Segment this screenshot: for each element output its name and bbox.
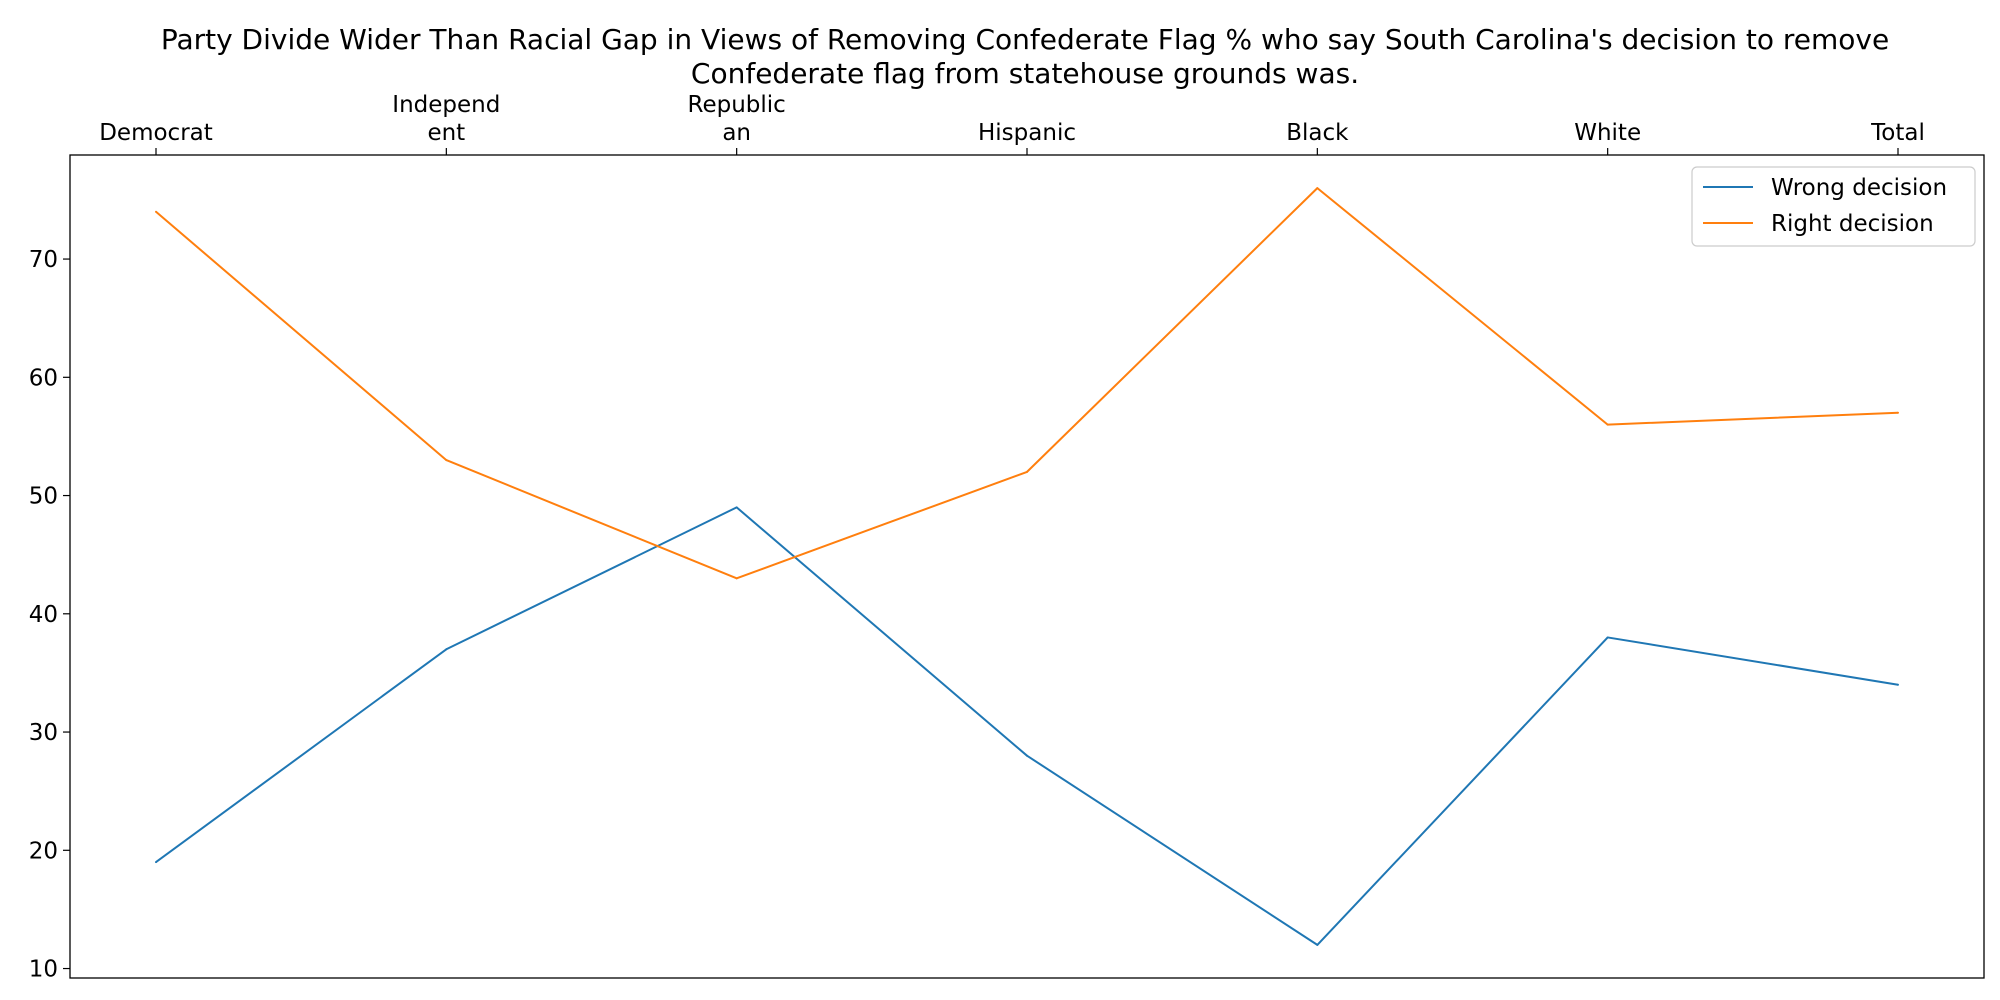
legend: Wrong decision Right decision: [1691, 166, 1976, 247]
x-tick-label: Independ: [392, 92, 500, 118]
series-layer: [155, 187, 1899, 946]
data-point: [155, 210, 157, 213]
chart-title-line-1: Party Divide Wider Than Racial Gap in Vi…: [161, 23, 1889, 56]
plot-area-frame: [69, 154, 1985, 979]
data-point: [1316, 943, 1319, 946]
data-point: [1606, 423, 1609, 426]
data-point: [1897, 411, 1899, 414]
legend-label: Wrong decision: [1771, 175, 1947, 201]
data-point: [155, 861, 157, 864]
legend-label: Right decision: [1771, 211, 1934, 237]
chart-title: Party Divide Wider Than Racial Gap in Vi…: [161, 23, 1889, 90]
y-tick-label: 10: [29, 957, 58, 983]
y-tick-label: 30: [29, 720, 58, 746]
data-point: [735, 577, 738, 580]
data-point: [445, 459, 448, 462]
data-point: [1316, 187, 1319, 190]
y-axis: 10 20 30 40 50 60 70: [29, 247, 70, 983]
x-tick-label: Black: [1286, 120, 1349, 146]
data-point: [1606, 636, 1609, 639]
data-point: [1026, 470, 1028, 473]
x-tick-label: White: [1574, 120, 1641, 146]
y-tick-label: 50: [29, 484, 58, 510]
x-tick-label: Republic: [688, 92, 786, 118]
y-tick-label: 40: [29, 602, 58, 628]
data-point: [735, 506, 738, 509]
data-point: [1026, 754, 1028, 757]
x-tick-label: Democrat: [99, 120, 213, 146]
x-tick-label: Hispanic: [978, 120, 1076, 146]
data-point: [1897, 683, 1899, 686]
x-tick-label: Total: [1870, 120, 1925, 146]
y-tick-label: 20: [29, 838, 58, 864]
y-tick-label: 70: [29, 247, 58, 273]
y-tick-label: 60: [29, 365, 58, 391]
series-line-0: [155, 506, 1899, 946]
data-point: [445, 648, 448, 651]
series-line-1: [155, 187, 1899, 580]
x-tick-label: an: [722, 120, 751, 146]
x-tick-label: ent: [427, 120, 465, 146]
chart-title-line-2: Confederate flag from statehouse grounds…: [691, 57, 1359, 90]
legend-box: [1691, 166, 1976, 247]
